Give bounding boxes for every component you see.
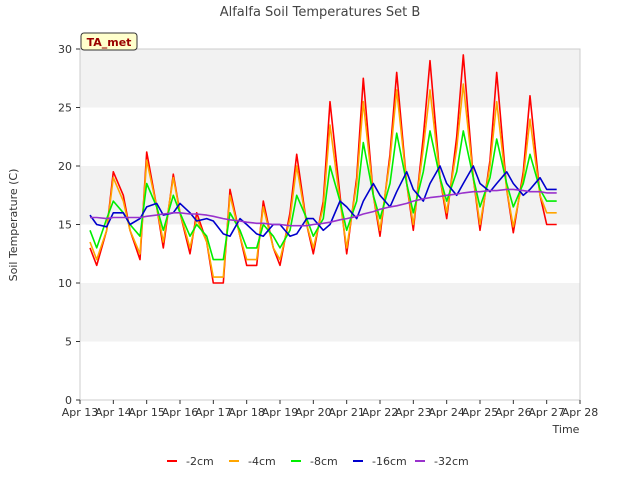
- x-tick-label: Apr 15: [128, 406, 165, 419]
- annotation-box: [80, 32, 138, 51]
- x-tick-label: Apr 19: [262, 406, 299, 419]
- y-tick-label: 0: [65, 394, 72, 407]
- legend: -2cm -4cm -8cm -16cm -32cm: [167, 455, 469, 468]
- x-tick-label: Apr 26: [495, 406, 532, 419]
- legend-label: -16cm: [372, 455, 407, 468]
- chart-title: Alfalfa Soil Temperatures Set B: [220, 5, 421, 20]
- x-tick-label: Apr 25: [462, 406, 499, 419]
- x-tick-label: Apr 17: [195, 406, 232, 419]
- legend-label: -32cm: [434, 455, 469, 468]
- legend-label: -4cm: [248, 455, 276, 468]
- series-line-8cm: [89, 130, 557, 261]
- y-tick-label: 20: [58, 160, 72, 173]
- series-lines: [89, 54, 557, 284]
- x-tick-label: Apr 22: [362, 406, 399, 419]
- x-tick-label: Apr 27: [528, 406, 565, 419]
- y-tick-label: 30: [58, 43, 72, 56]
- x-tick-label: Apr 24: [428, 406, 465, 419]
- x-tick-label: Apr 13: [62, 406, 99, 419]
- x-axis-label: Time: [552, 423, 580, 436]
- y-axis-ticks: 0 5 10 15 20 25 30: [58, 43, 80, 407]
- background-band: [80, 283, 580, 342]
- x-tick-label: Apr 20: [295, 406, 332, 419]
- y-tick-label: 5: [65, 336, 72, 349]
- annotation-label: TA_met: [87, 36, 132, 49]
- x-tick-label: Apr 21: [328, 406, 365, 419]
- x-tick-label: Apr 14: [95, 406, 132, 419]
- x-tick-label: Apr 16: [162, 406, 199, 419]
- legend-label: -8cm: [310, 455, 338, 468]
- x-tick-label: Apr 18: [228, 406, 265, 419]
- annotation-badge: TA_met: [80, 32, 138, 51]
- legend-label: -2cm: [186, 455, 214, 468]
- x-tick-label: Apr 23: [395, 406, 432, 419]
- background-band: [80, 107, 580, 166]
- y-tick-label: 10: [58, 277, 72, 290]
- background-band: [80, 49, 580, 108]
- y-tick-label: 25: [58, 102, 72, 115]
- background-band: [80, 341, 580, 400]
- background-band: [80, 224, 580, 283]
- y-tick-label: 15: [58, 219, 72, 232]
- y-axis-label: Soil Temperature (C): [7, 169, 20, 282]
- series-line-32cm: [90, 188, 557, 227]
- x-tick-label: Apr 28: [562, 406, 599, 419]
